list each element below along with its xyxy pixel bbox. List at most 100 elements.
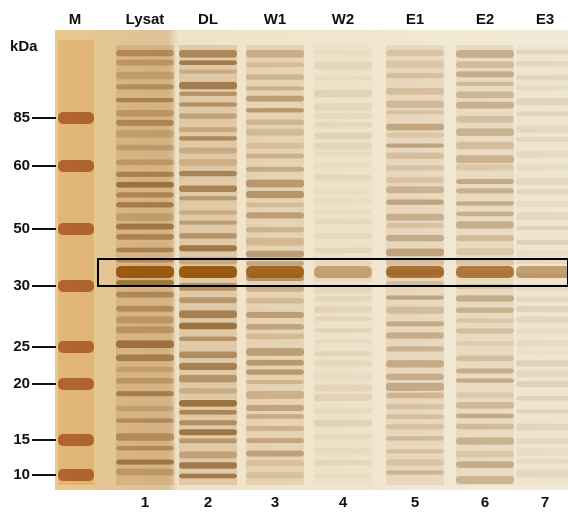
protein-band (386, 200, 444, 205)
protein-band (314, 122, 372, 127)
protein-band (386, 296, 444, 300)
protein-band (179, 114, 237, 119)
protein-band (386, 332, 444, 338)
marker-band (58, 434, 94, 446)
protein-band (386, 249, 444, 257)
lane-label: E3 (536, 11, 554, 28)
protein-band (179, 148, 237, 154)
protein-band (246, 86, 304, 90)
target-band (246, 266, 304, 278)
kda-label: kDa (10, 38, 38, 55)
protein-band (516, 381, 568, 387)
protein-band (116, 367, 174, 372)
protein-band (516, 350, 568, 355)
protein-band (314, 434, 372, 440)
protein-band (386, 321, 444, 326)
protein-band (179, 351, 237, 358)
protein-band (516, 409, 568, 413)
protein-band (314, 210, 372, 215)
protein-band (456, 414, 514, 419)
protein-band (116, 418, 174, 422)
protein-band (179, 245, 237, 251)
protein-band (516, 189, 568, 194)
protein-band (246, 191, 304, 198)
protein-band (456, 155, 514, 163)
protein-band (314, 351, 372, 356)
protein-band (314, 50, 372, 55)
protein-band (116, 172, 174, 177)
protein-band (179, 127, 237, 132)
protein-band (116, 433, 174, 440)
marker-band (58, 112, 94, 124)
protein-band (386, 165, 444, 170)
protein-band (516, 316, 568, 323)
protein-band (246, 238, 304, 246)
protein-band (386, 124, 444, 131)
protein-band (314, 340, 372, 344)
protein-band (456, 461, 514, 468)
protein-band (386, 306, 444, 313)
protein-band (314, 394, 372, 401)
protein-band (116, 182, 174, 188)
protein-band (456, 402, 514, 409)
protein-band (456, 424, 514, 430)
protein-band (246, 180, 304, 188)
lane-number: 6 (481, 494, 489, 511)
lane-number: 2 (204, 494, 212, 511)
protein-band (116, 192, 174, 197)
protein-band (314, 360, 372, 366)
protein-band (456, 92, 514, 99)
target-band (179, 266, 237, 278)
protein-band (516, 424, 568, 431)
target-band (116, 266, 174, 278)
protein-band (314, 199, 372, 204)
protein-band (516, 85, 568, 90)
lane-label: DL (198, 11, 218, 28)
protein-band (456, 295, 514, 301)
marker-label: 60 (13, 157, 30, 174)
protein-band (314, 113, 372, 119)
protein-band (516, 448, 568, 455)
lane-number: 5 (411, 494, 419, 511)
protein-band (516, 178, 568, 185)
protein-band (516, 75, 568, 80)
protein-band (516, 329, 568, 334)
lane-label: W2 (332, 11, 355, 28)
protein-band (179, 185, 237, 192)
protein-band (116, 50, 174, 56)
protein-band (314, 233, 372, 239)
protein-band (116, 340, 174, 348)
lane-number: 4 (339, 494, 348, 511)
protein-band (516, 50, 568, 54)
protein-band (246, 324, 304, 330)
protein-band (386, 414, 444, 419)
protein-band (456, 221, 514, 228)
protein-band (456, 116, 514, 123)
marker-band (58, 160, 94, 172)
protein-band (314, 90, 372, 97)
protein-band (246, 405, 304, 411)
protein-band (516, 250, 568, 257)
protein-band (386, 346, 444, 351)
protein-band (179, 220, 237, 224)
protein-band (386, 404, 444, 409)
protein-band (314, 420, 372, 427)
lane-smear (516, 45, 568, 485)
lane-label: Lysat (126, 11, 165, 28)
protein-band (116, 60, 174, 66)
protein-band (456, 179, 514, 184)
protein-band (246, 360, 304, 366)
protein-band (246, 348, 304, 356)
marker-label: 15 (13, 431, 30, 448)
marker-lane (58, 40, 94, 485)
protein-band (386, 470, 444, 474)
protein-band (456, 318, 514, 322)
protein-band (179, 60, 237, 65)
protein-band (179, 70, 237, 74)
protein-band (456, 341, 514, 346)
protein-band (314, 460, 372, 465)
protein-band (179, 462, 237, 468)
lane-smear (179, 45, 237, 485)
protein-band (516, 61, 568, 66)
protein-band (179, 429, 237, 435)
